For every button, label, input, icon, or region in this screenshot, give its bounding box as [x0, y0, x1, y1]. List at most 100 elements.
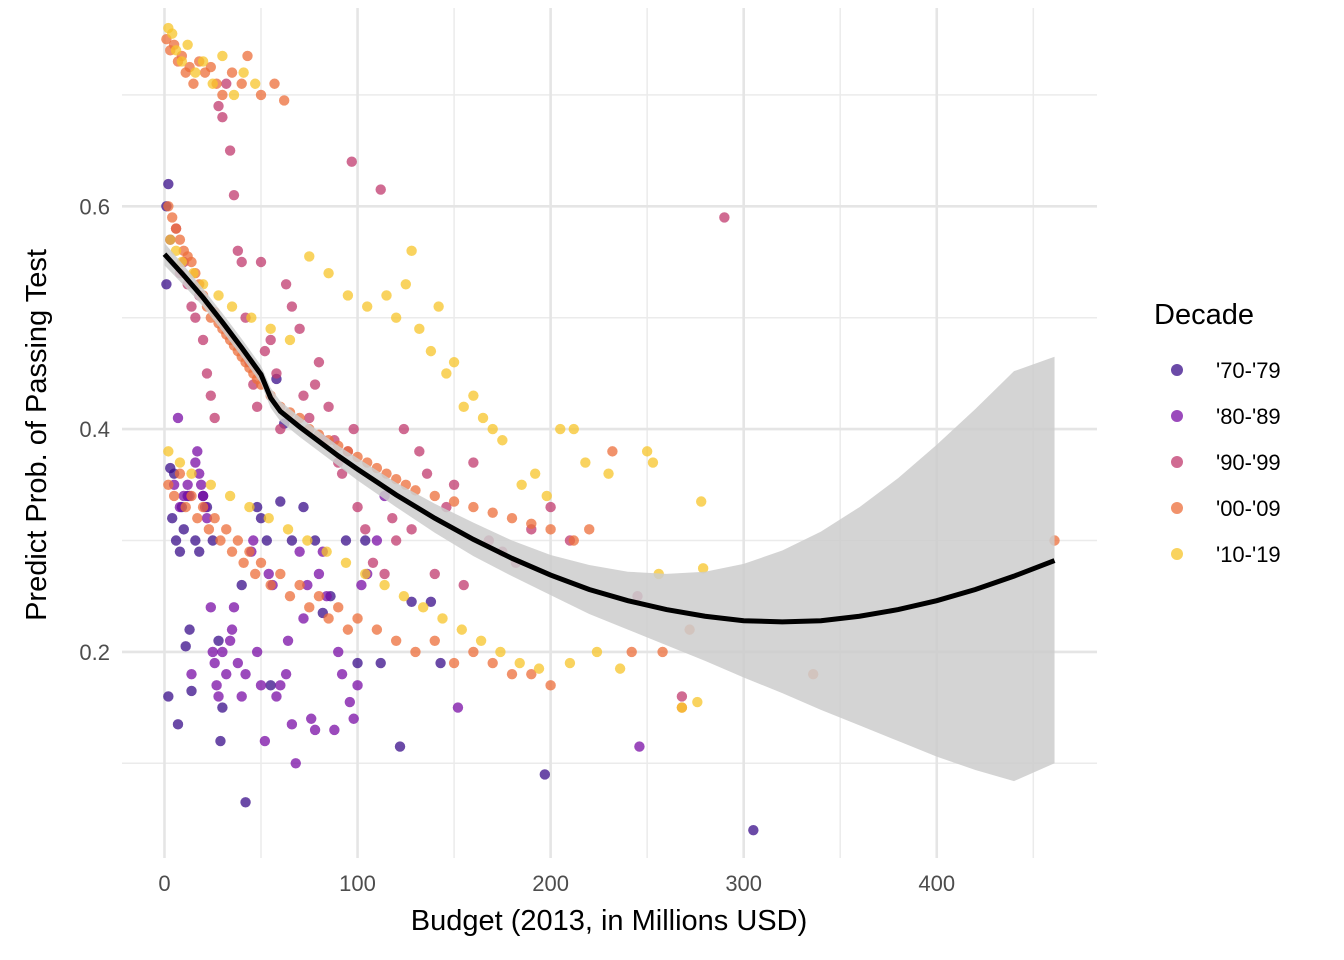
- data-point: [564, 657, 576, 669]
- data-point: [375, 657, 386, 669]
- data-point: [224, 490, 236, 502]
- legend-key: [1171, 548, 1183, 560]
- data-point: [186, 301, 197, 312]
- data-point: [261, 535, 273, 546]
- data-point: [265, 680, 276, 691]
- data-point: [495, 646, 506, 658]
- data-point: [361, 301, 373, 312]
- data-point: [232, 657, 244, 669]
- data-point: [174, 468, 186, 479]
- data-point: [580, 457, 591, 468]
- data-point: [286, 301, 298, 312]
- data-point: [217, 89, 228, 101]
- data-point: [186, 490, 197, 502]
- data-point: [333, 646, 344, 658]
- data-point: [458, 579, 469, 591]
- data-point: [224, 145, 236, 156]
- data-point: [280, 668, 292, 680]
- legend-label: '90-'99: [1216, 450, 1281, 475]
- data-point: [265, 334, 276, 346]
- data-point: [170, 45, 182, 56]
- data-point: [309, 535, 321, 546]
- data-point: [226, 546, 238, 557]
- data-point: [236, 78, 247, 89]
- data-point: [188, 78, 199, 89]
- data-point: [275, 496, 286, 507]
- data-point: [545, 680, 556, 691]
- data-point: [584, 524, 595, 535]
- x-axis-title: Budget (2013, in Millions USD): [411, 905, 808, 937]
- data-point: [240, 797, 251, 808]
- data-point: [168, 490, 180, 502]
- data-point: [232, 245, 244, 257]
- data-point: [406, 596, 417, 607]
- data-point: [271, 368, 282, 379]
- data-point: [294, 546, 305, 557]
- data-point: [406, 245, 417, 257]
- data-point: [441, 368, 452, 379]
- data-point: [186, 256, 197, 268]
- confidence-band: [164, 243, 1055, 782]
- legend-key: [1171, 410, 1183, 422]
- data-point: [195, 479, 207, 491]
- data-point: [394, 741, 406, 752]
- data-point: [190, 535, 201, 546]
- data-point: [180, 501, 191, 513]
- data-point: [182, 39, 193, 50]
- data-point: [371, 535, 383, 546]
- data-point: [275, 568, 286, 580]
- data-point: [302, 579, 313, 591]
- data-point: [207, 646, 218, 658]
- data-point: [309, 379, 321, 390]
- data-point: [340, 557, 352, 568]
- data-point: [425, 596, 437, 607]
- data-point: [406, 524, 417, 535]
- data-point: [197, 490, 209, 502]
- data-point: [278, 95, 290, 106]
- data-point: [255, 680, 267, 691]
- data-point: [356, 579, 367, 591]
- data-point: [514, 657, 525, 669]
- data-point: [163, 691, 174, 702]
- data-point: [205, 61, 217, 73]
- data-point: [232, 535, 244, 546]
- data-point: [259, 345, 271, 357]
- data-point: [255, 256, 267, 268]
- data-point: [352, 657, 363, 669]
- data-point: [203, 524, 215, 535]
- data-point: [269, 78, 280, 89]
- data-point: [163, 201, 174, 212]
- data-point: [294, 579, 305, 591]
- data-point: [487, 507, 498, 518]
- data-point: [306, 713, 317, 724]
- data-point: [163, 479, 174, 491]
- data-point: [263, 513, 274, 524]
- data-point: [533, 663, 545, 674]
- data-point: [360, 535, 371, 546]
- data-point: [539, 769, 551, 780]
- data-point: [186, 685, 197, 697]
- data-point: [313, 591, 325, 602]
- data-point: [205, 479, 217, 491]
- data-point: [176, 56, 188, 67]
- data-point: [192, 446, 203, 457]
- x-tick-label: 400: [918, 871, 955, 896]
- data-point: [448, 357, 460, 368]
- data-point: [238, 557, 249, 568]
- data-point: [166, 513, 178, 524]
- data-point: [348, 423, 359, 435]
- data-point: [184, 624, 195, 635]
- data-point: [250, 78, 261, 89]
- data-point: [468, 457, 479, 468]
- data-point: [468, 390, 479, 401]
- data-point: [313, 568, 325, 580]
- data-point: [213, 691, 224, 702]
- data-point: [607, 446, 618, 457]
- data-point: [641, 446, 653, 457]
- data-point: [280, 279, 292, 290]
- data-point: [468, 646, 479, 658]
- data-point: [333, 602, 344, 613]
- data-point: [217, 111, 228, 123]
- data-point: [526, 518, 537, 529]
- data-point: [228, 89, 240, 101]
